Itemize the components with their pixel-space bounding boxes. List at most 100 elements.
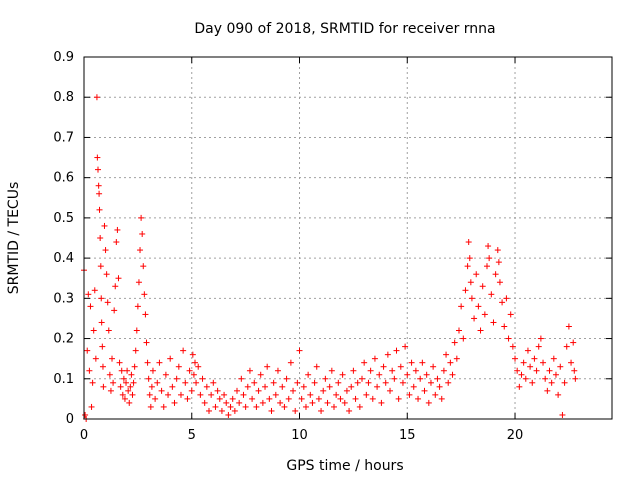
data-point	[559, 411, 566, 418]
data-point	[322, 375, 329, 382]
data-point	[85, 291, 92, 298]
data-point	[106, 371, 113, 378]
data-point	[98, 295, 105, 302]
data-point	[568, 359, 575, 366]
data-point	[115, 275, 122, 282]
data-point	[144, 359, 151, 366]
data-point	[374, 383, 381, 390]
data-point	[223, 399, 230, 406]
data-point	[531, 355, 538, 362]
data-point	[324, 399, 331, 406]
data-point	[468, 295, 475, 302]
data-point	[89, 379, 96, 386]
data-point	[99, 343, 106, 350]
data-point	[246, 367, 253, 374]
data-point	[142, 311, 149, 318]
data-point	[318, 407, 325, 414]
data-point	[514, 367, 521, 374]
data-point	[307, 391, 314, 398]
data-point	[148, 383, 155, 390]
data-point	[485, 243, 492, 250]
data-point	[189, 351, 196, 358]
data-point	[104, 299, 111, 306]
data-point	[137, 247, 144, 254]
data-point	[565, 323, 572, 330]
data-point	[449, 371, 456, 378]
data-point	[120, 375, 127, 382]
data-point	[438, 395, 445, 402]
data-point	[114, 226, 121, 233]
data-point	[540, 359, 547, 366]
data-point	[417, 375, 424, 382]
data-point	[240, 391, 247, 398]
data-point	[466, 255, 473, 262]
data-point	[147, 403, 154, 410]
data-point	[346, 407, 353, 414]
data-point	[146, 391, 153, 398]
data-point	[128, 371, 135, 378]
data-point	[277, 399, 284, 406]
data-point	[509, 343, 516, 350]
y-axis-title: SRMTID / TECUs	[6, 182, 22, 295]
data-point	[354, 379, 361, 386]
data-point	[395, 395, 402, 402]
data-point	[236, 399, 243, 406]
data-point	[251, 379, 258, 386]
data-point	[425, 399, 432, 406]
x-axis-title: GPS time / hours	[286, 458, 403, 474]
data-point	[212, 403, 219, 410]
data-point	[471, 315, 478, 322]
data-point	[305, 371, 312, 378]
data-point	[116, 359, 123, 366]
data-point	[348, 383, 355, 390]
data-point	[210, 379, 217, 386]
data-point	[229, 395, 236, 402]
data-point	[477, 327, 484, 334]
data-point	[102, 247, 109, 254]
data-point	[387, 387, 394, 394]
data-point	[522, 375, 529, 382]
data-point	[294, 379, 301, 386]
data-point	[333, 391, 340, 398]
data-point	[453, 355, 460, 362]
data-point	[499, 299, 506, 306]
x-tick-label: 10	[291, 428, 308, 443]
data-point	[462, 287, 469, 294]
data-point	[125, 387, 132, 394]
y-tick-label: 0	[66, 412, 74, 427]
data-point	[359, 375, 366, 382]
data-point	[430, 363, 437, 370]
data-point	[339, 371, 346, 378]
data-point	[135, 279, 142, 286]
data-point	[328, 367, 335, 374]
data-point	[492, 271, 499, 278]
data-point	[520, 359, 527, 366]
data-point	[432, 391, 439, 398]
data-point	[557, 363, 564, 370]
data-point	[352, 395, 359, 402]
data-point	[309, 399, 316, 406]
y-tick-label: 0.4	[53, 251, 74, 266]
data-point	[87, 303, 94, 310]
data-point	[408, 359, 415, 366]
data-point	[292, 407, 299, 414]
data-point	[421, 387, 428, 394]
data-point	[460, 335, 467, 342]
data-point	[479, 283, 486, 290]
data-point	[572, 375, 579, 382]
data-point	[242, 403, 249, 410]
data-point	[544, 387, 551, 394]
data-point	[84, 347, 91, 354]
data-point	[367, 367, 374, 374]
data-point	[283, 375, 290, 382]
data-point	[193, 379, 200, 386]
data-point	[337, 395, 344, 402]
data-point	[130, 379, 137, 386]
data-point	[105, 327, 112, 334]
data-point	[94, 154, 101, 161]
data-point	[516, 383, 523, 390]
data-point	[330, 403, 337, 410]
data-point	[139, 230, 146, 237]
data-point	[389, 367, 396, 374]
data-point	[218, 407, 225, 414]
